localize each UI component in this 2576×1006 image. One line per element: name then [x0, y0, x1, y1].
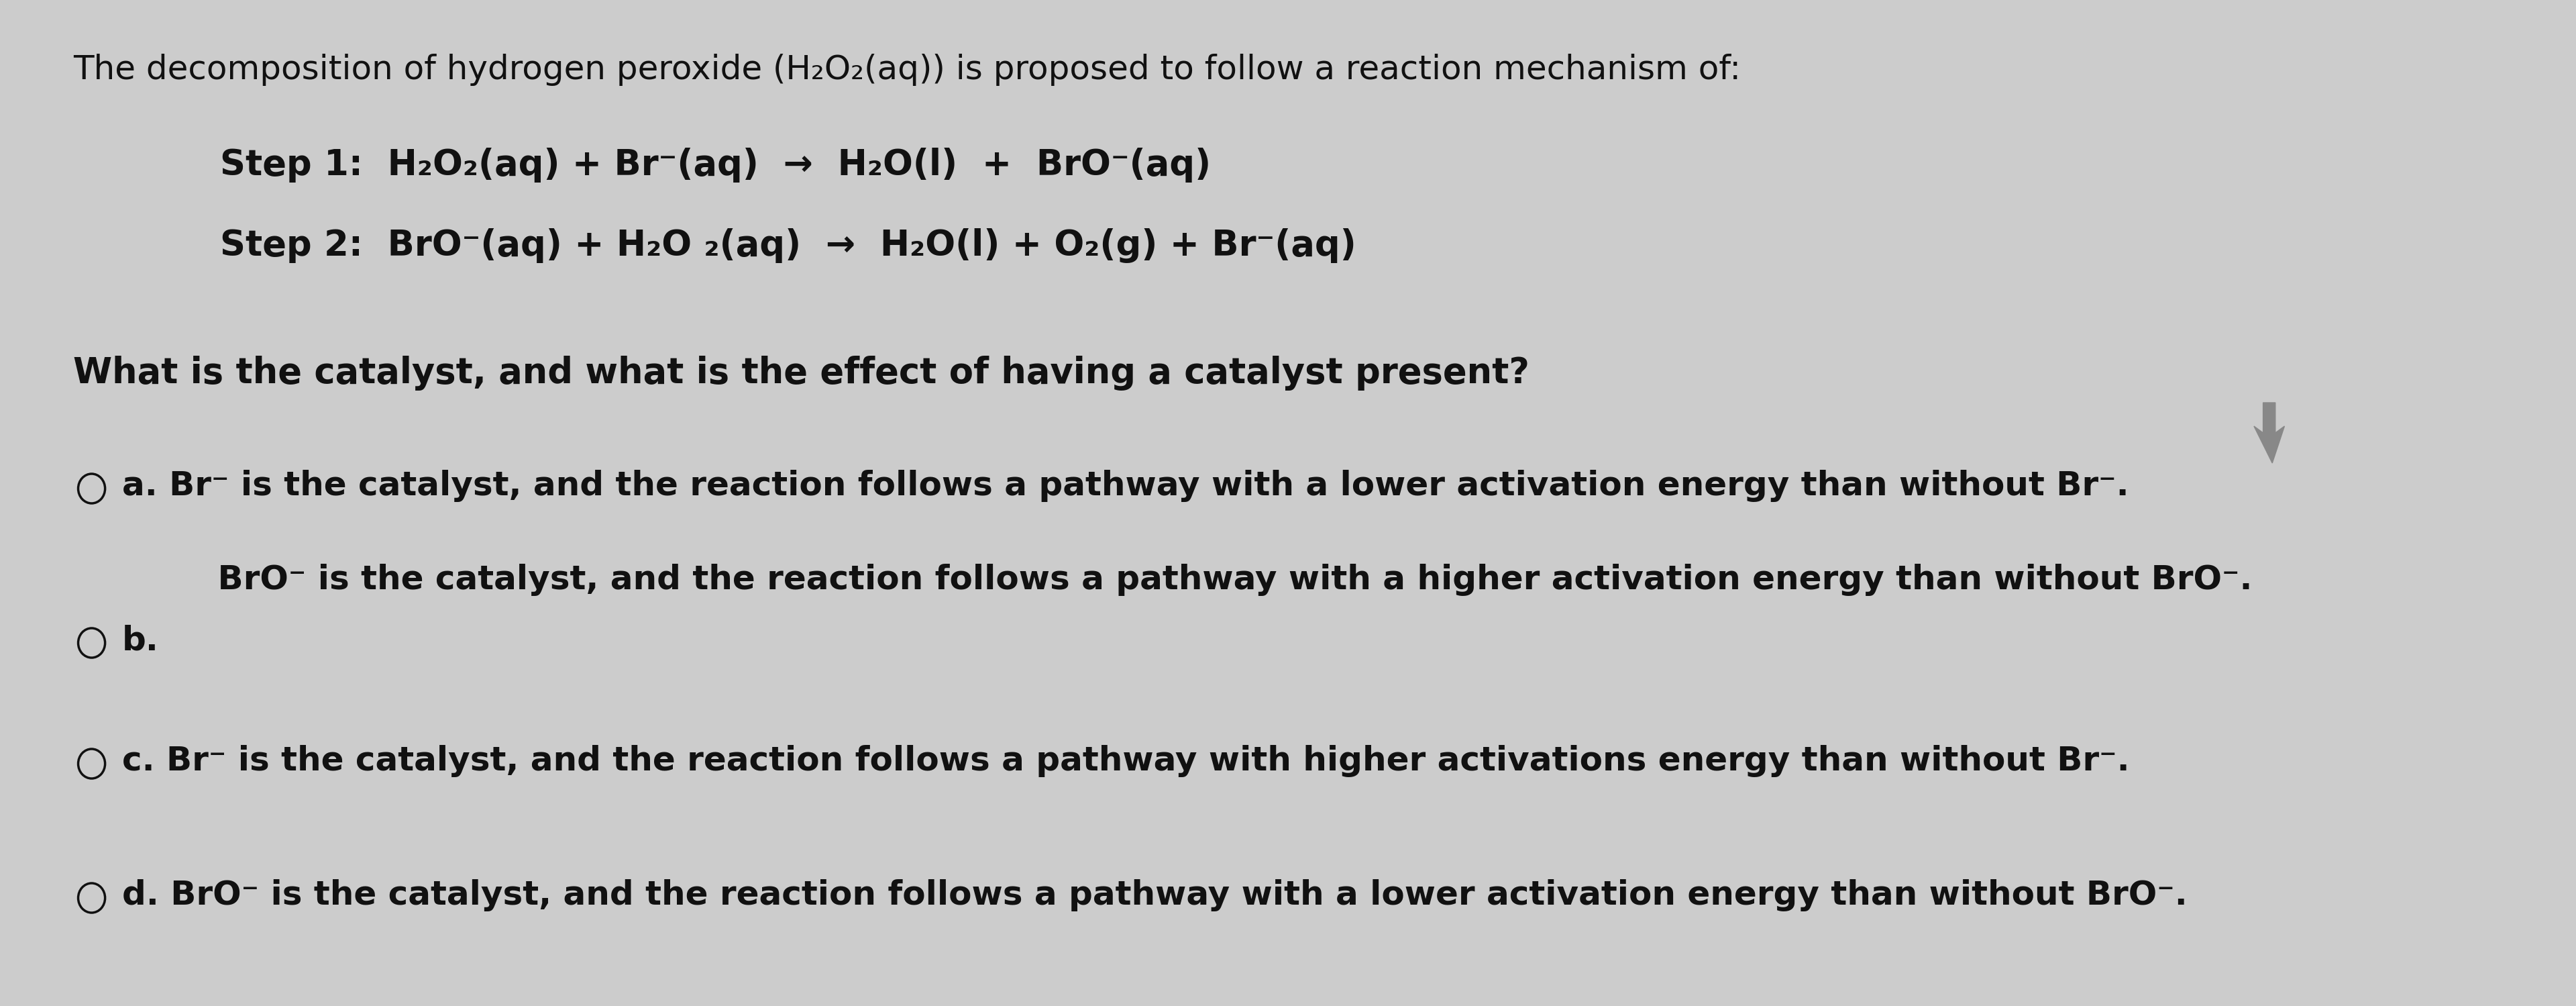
Text: a. Br⁻ is the catalyst, and the reaction follows a pathway with a lower activati: a. Br⁻ is the catalyst, and the reaction…	[121, 470, 2128, 502]
Text: c. Br⁻ is the catalyst, and the reaction follows a pathway with higher activatio: c. Br⁻ is the catalyst, and the reaction…	[121, 744, 2130, 778]
Text: d. BrO⁻ is the catalyst, and the reaction follows a pathway with a lower activat: d. BrO⁻ is the catalyst, and the reactio…	[121, 879, 2187, 911]
Text: b.: b.	[121, 624, 160, 656]
Text: What is the catalyst, and what is the effect of having a catalyst present?: What is the catalyst, and what is the ef…	[72, 356, 1530, 390]
Text: BrO⁻ is the catalyst, and the reaction follows a pathway with a higher activatio: BrO⁻ is the catalyst, and the reaction f…	[170, 563, 2251, 596]
Text: Step 2:  BrO⁻(aq) + H₂O ₂(aq)  →  H₂O(l) + O₂(g) + Br⁻(aq): Step 2: BrO⁻(aq) + H₂O ₂(aq) → H₂O(l) + …	[219, 228, 1355, 264]
Text: Step 1:  H₂O₂(aq) + Br⁻(aq)  →  H₂O(l)  +  BrO⁻(aq): Step 1: H₂O₂(aq) + Br⁻(aq) → H₂O(l) + Br…	[219, 148, 1211, 182]
Polygon shape	[2254, 402, 2285, 463]
Text: The decomposition of hydrogen peroxide (H₂O₂(aq)) is proposed to follow a reacti: The decomposition of hydrogen peroxide (…	[72, 53, 1741, 86]
